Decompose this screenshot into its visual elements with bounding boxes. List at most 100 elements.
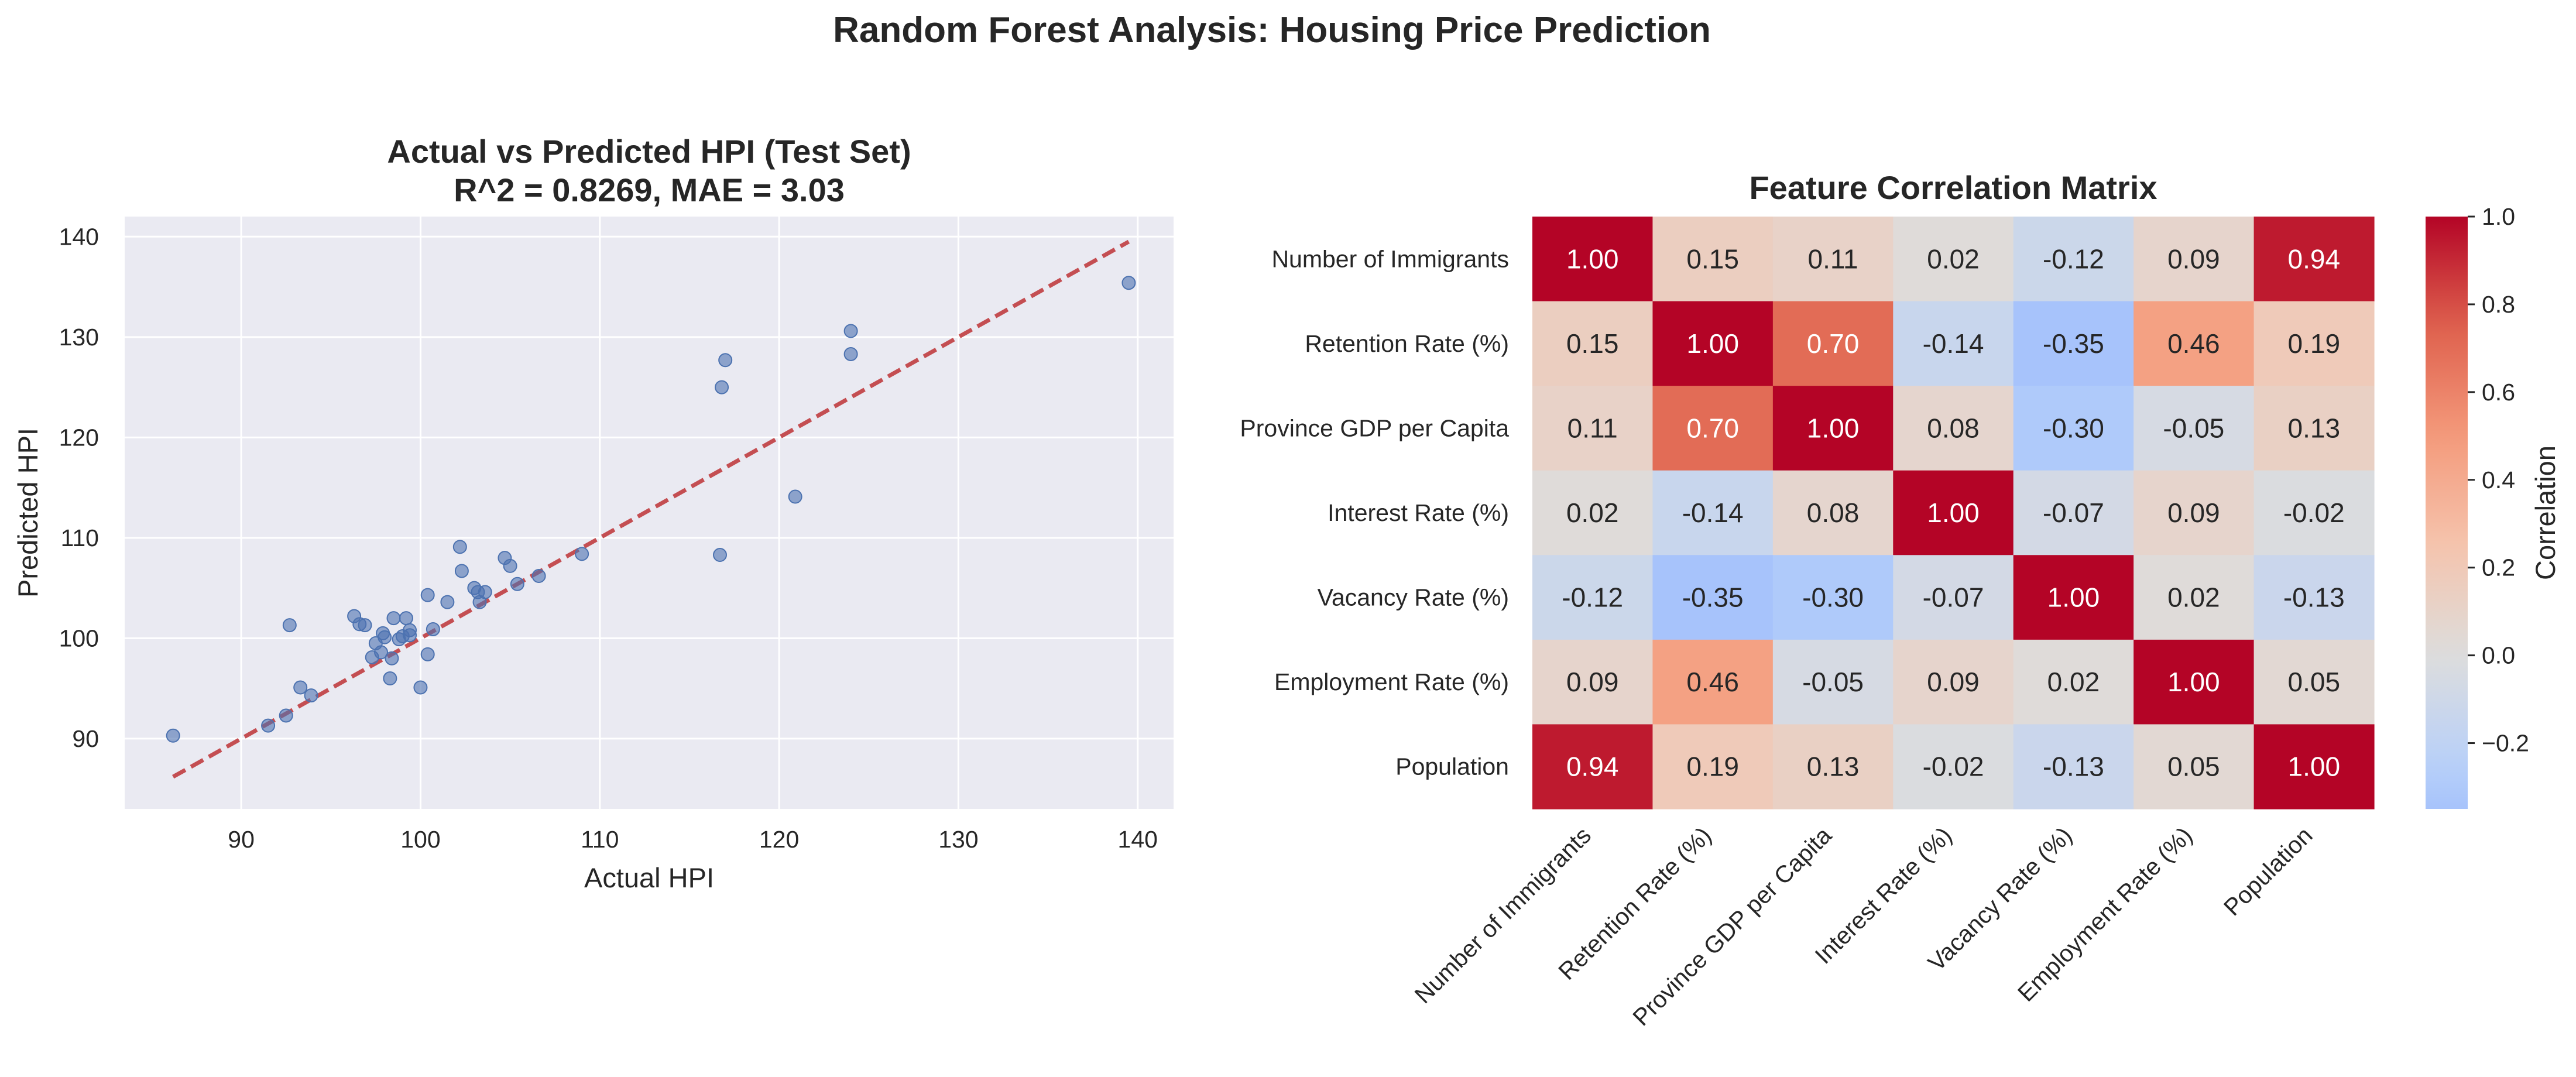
heatmap-cell [1772, 555, 1894, 640]
heatmap-cell-value: 0.15 [1686, 243, 1739, 274]
scatter-point [358, 618, 372, 633]
heatmap-cell-value: 1.00 [2047, 582, 2100, 613]
heatmap-cell [1772, 386, 1894, 471]
heatmap-cell [2013, 301, 2134, 386]
heatmap-cell [2013, 386, 2134, 471]
heatmap-cell [1652, 217, 1774, 302]
colorbar-tick-label: 0.4 [2482, 467, 2515, 493]
scatter-y-tick-label: 130 [59, 324, 99, 351]
heatmap-cell [1532, 470, 1654, 555]
heatmap-cell-value: 0.13 [1807, 752, 1860, 782]
heatmap-cells: 1.00 0.15 0.11 0.02 -0.12 0.09 0.94 0.15 1.00 0.7… [1532, 217, 2375, 810]
scatter-point [374, 645, 389, 660]
heatmap-cell-value: 1.00 [1927, 498, 1980, 528]
scatter-reference-line [171, 239, 1130, 779]
heatmap-cell [2013, 217, 2134, 302]
heatmap-cell [2133, 470, 2255, 555]
heatmap-cell-value: -0.12 [1562, 582, 1623, 613]
heatmap-chart: 1.00 0.15 0.11 0.02 -0.12 0.09 0.94 0.15 1.00 0.7… [1240, 169, 2561, 1031]
scatter-subtitle: R^2 = 0.8269, MAE = 3.03 [454, 172, 845, 208]
heatmap-cell [2133, 724, 2255, 810]
heatmap-cell-value: 0.19 [2288, 328, 2341, 359]
heatmap-cell [1893, 724, 2014, 810]
heatmap-cell-value: -0.35 [1682, 582, 1744, 613]
heatmap-row-labels: Number of Immigrants Retention Rate (%) Pr… [1240, 245, 1509, 780]
scatter-point [378, 630, 392, 644]
heatmap-cell-value: 0.02 [2047, 667, 2100, 697]
heatmap-cell-value: -0.30 [2043, 413, 2104, 443]
colorbar-tick-label: 0.0 [2482, 642, 2515, 669]
scatter-point [383, 671, 397, 686]
scatter-point [385, 651, 399, 666]
scatter-point [166, 728, 180, 743]
heatmap-cell [1652, 301, 1774, 386]
heatmap-cell-value: 0.05 [2288, 667, 2341, 697]
heatmap-cell-value: 0.05 [2167, 752, 2220, 782]
heatmap-cell [2013, 639, 2134, 725]
heatmap-cell-value: 0.13 [2288, 413, 2341, 443]
scatter-points [166, 276, 1136, 743]
heatmap-cell [1652, 470, 1774, 555]
heatmap-column-label: Province GDP per Capita [1627, 822, 1837, 1031]
heatmap-cell [1532, 301, 1654, 386]
heatmap-cell [1652, 639, 1774, 725]
heatmap-cell [1652, 386, 1774, 471]
scatter-point [575, 547, 589, 561]
scatter-point [403, 628, 417, 643]
colorbar-tick-label: 0.6 [2482, 379, 2515, 406]
scatter-point [531, 569, 546, 584]
heatmap-cell-value: 0.94 [1566, 752, 1619, 782]
scatter-point [503, 558, 517, 573]
scatter-point [282, 618, 297, 633]
heatmap-cell [1893, 217, 2014, 302]
heatmap-cell [1893, 301, 2014, 386]
heatmap-row-label: Employment Rate (%) [1274, 668, 1509, 695]
heatmap-cell [1532, 639, 1654, 725]
scatter-point [440, 595, 455, 609]
scatter-x-tick-label: 100 [400, 826, 440, 853]
heatmap-cell [2133, 217, 2255, 302]
heatmap-cell-value: -0.02 [2283, 498, 2345, 528]
heatmap-cell-value: 0.08 [1927, 413, 1980, 443]
scatter-x-tick-label: 130 [938, 826, 978, 853]
scatter-y-tick-label: 110 [61, 524, 99, 551]
colorbar-ticks: 1.0 0.8 0.6 0.4 0.2 0.0 −0.2 [2468, 203, 2529, 757]
heatmap-cell [1893, 470, 2014, 555]
heatmap-cell-value: -0.02 [1923, 752, 1984, 782]
scatter-point [399, 611, 413, 626]
scatter-point [1121, 276, 1136, 290]
heatmap-cell [1893, 386, 2014, 471]
heatmap-cell-value: 1.00 [1566, 243, 1619, 274]
heatmap-cell-value: 0.09 [1566, 667, 1619, 697]
heatmap-cell-value: 0.70 [1686, 413, 1739, 443]
heatmap-cell [1772, 639, 1894, 725]
heatmap-row-label: Province GDP per Capita [1240, 414, 1509, 441]
scatter-point [420, 588, 435, 602]
heatmap-cell [2253, 470, 2375, 555]
heatmap-cell-value: 0.08 [1807, 498, 1860, 528]
colorbar-tick-label: −0.2 [2482, 730, 2529, 757]
heatmap-cell-value: 1.00 [1807, 413, 1860, 443]
heatmap-cell-value: -0.35 [2043, 328, 2104, 359]
heatmap-cell-value: 0.11 [1567, 413, 1618, 443]
heatmap-title: Feature Correlation Matrix [1749, 169, 2157, 206]
scatter-point [454, 564, 469, 578]
scatter-x-tick-label: 140 [1118, 826, 1158, 853]
scatter-title: Actual vs Predicted HPI (Test Set) [387, 133, 911, 170]
scatter-point [386, 611, 401, 626]
heatmap-cell [1772, 724, 1894, 810]
scatter-point [261, 718, 276, 733]
scatter-x-tick-label: 120 [759, 826, 799, 853]
scatter-x-ticks: 90 100 110 120 130 140 [228, 826, 1158, 853]
heatmap-cell [1893, 555, 2014, 640]
heatmap-cell [2133, 301, 2255, 386]
heatmap-cell-value: 0.02 [1566, 498, 1619, 528]
heatmap-cell-value: -0.07 [1923, 582, 1984, 613]
heatmap-cell-value: 0.02 [1927, 243, 1980, 274]
heatmap-cell-value: 0.46 [2167, 328, 2220, 359]
scatter-point [718, 353, 733, 368]
heatmap-cell-value: 0.09 [1927, 667, 1980, 697]
scatter-point [715, 380, 729, 395]
scatter-y-ticks: 90 100 110 120 130 140 [59, 223, 99, 752]
